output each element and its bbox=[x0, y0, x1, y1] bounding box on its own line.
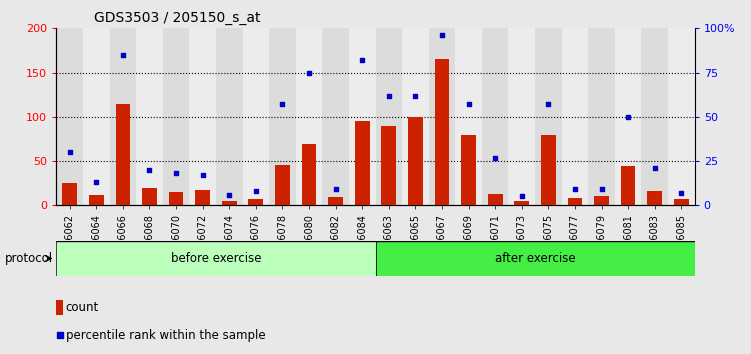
Bar bbox=[482, 28, 508, 205]
Bar bbox=[514, 201, 529, 205]
Bar bbox=[163, 28, 189, 205]
Bar bbox=[408, 117, 423, 205]
Point bbox=[54, 332, 66, 338]
Point bbox=[117, 52, 129, 58]
Bar bbox=[621, 166, 635, 205]
Point bbox=[649, 165, 661, 171]
Point bbox=[170, 171, 182, 176]
Bar bbox=[216, 28, 243, 205]
Bar bbox=[169, 192, 183, 205]
Text: after exercise: after exercise bbox=[495, 252, 575, 265]
Bar bbox=[568, 198, 582, 205]
Bar bbox=[195, 190, 210, 205]
Bar bbox=[647, 191, 662, 205]
Bar bbox=[562, 28, 588, 205]
Bar bbox=[249, 199, 263, 205]
Bar bbox=[56, 28, 83, 205]
Bar bbox=[535, 28, 562, 205]
Bar bbox=[322, 28, 349, 205]
Point bbox=[330, 187, 342, 192]
Point bbox=[622, 114, 634, 120]
Bar bbox=[674, 199, 689, 205]
Bar bbox=[62, 183, 77, 205]
Bar bbox=[402, 28, 429, 205]
Bar bbox=[243, 28, 269, 205]
Bar bbox=[328, 198, 343, 205]
Bar bbox=[89, 195, 104, 205]
Bar bbox=[435, 59, 449, 205]
Bar bbox=[142, 188, 157, 205]
Bar bbox=[668, 28, 695, 205]
Point bbox=[489, 155, 501, 160]
Point bbox=[303, 70, 315, 75]
Bar bbox=[302, 144, 316, 205]
Bar bbox=[56, 241, 376, 276]
Bar bbox=[508, 28, 535, 205]
Bar bbox=[615, 28, 641, 205]
Bar bbox=[541, 136, 556, 205]
Point bbox=[569, 187, 581, 192]
Text: protocol: protocol bbox=[5, 252, 53, 265]
Bar bbox=[455, 28, 482, 205]
Bar bbox=[488, 194, 502, 205]
Bar bbox=[136, 28, 163, 205]
Text: count: count bbox=[66, 301, 99, 314]
Bar bbox=[116, 104, 130, 205]
Bar bbox=[376, 241, 695, 276]
Point bbox=[276, 102, 288, 107]
Point bbox=[409, 93, 421, 98]
Bar bbox=[641, 28, 668, 205]
Point bbox=[436, 33, 448, 38]
Point bbox=[197, 172, 209, 178]
Bar bbox=[349, 28, 376, 205]
Bar bbox=[110, 28, 136, 205]
Bar bbox=[594, 196, 609, 205]
Bar bbox=[588, 28, 615, 205]
Bar bbox=[382, 126, 396, 205]
Point bbox=[542, 102, 554, 107]
Point bbox=[223, 192, 235, 198]
Bar bbox=[269, 28, 296, 205]
Text: before exercise: before exercise bbox=[170, 252, 261, 265]
Point bbox=[383, 93, 395, 98]
Point bbox=[250, 188, 262, 194]
Point bbox=[596, 187, 608, 192]
Bar bbox=[355, 121, 369, 205]
Point bbox=[516, 194, 528, 199]
Point bbox=[463, 102, 475, 107]
Bar bbox=[296, 28, 322, 205]
Bar bbox=[461, 136, 476, 205]
Point bbox=[64, 149, 76, 155]
Point bbox=[143, 167, 155, 173]
Point bbox=[356, 57, 368, 63]
Bar bbox=[429, 28, 455, 205]
Bar bbox=[83, 28, 110, 205]
Text: GDS3503 / 205150_s_at: GDS3503 / 205150_s_at bbox=[94, 11, 261, 25]
Text: percentile rank within the sample: percentile rank within the sample bbox=[66, 329, 265, 342]
Bar bbox=[56, 300, 63, 315]
Point bbox=[675, 190, 687, 196]
Bar bbox=[275, 165, 290, 205]
Bar bbox=[376, 28, 402, 205]
Point bbox=[90, 179, 102, 185]
Bar bbox=[222, 201, 237, 205]
Bar bbox=[189, 28, 216, 205]
